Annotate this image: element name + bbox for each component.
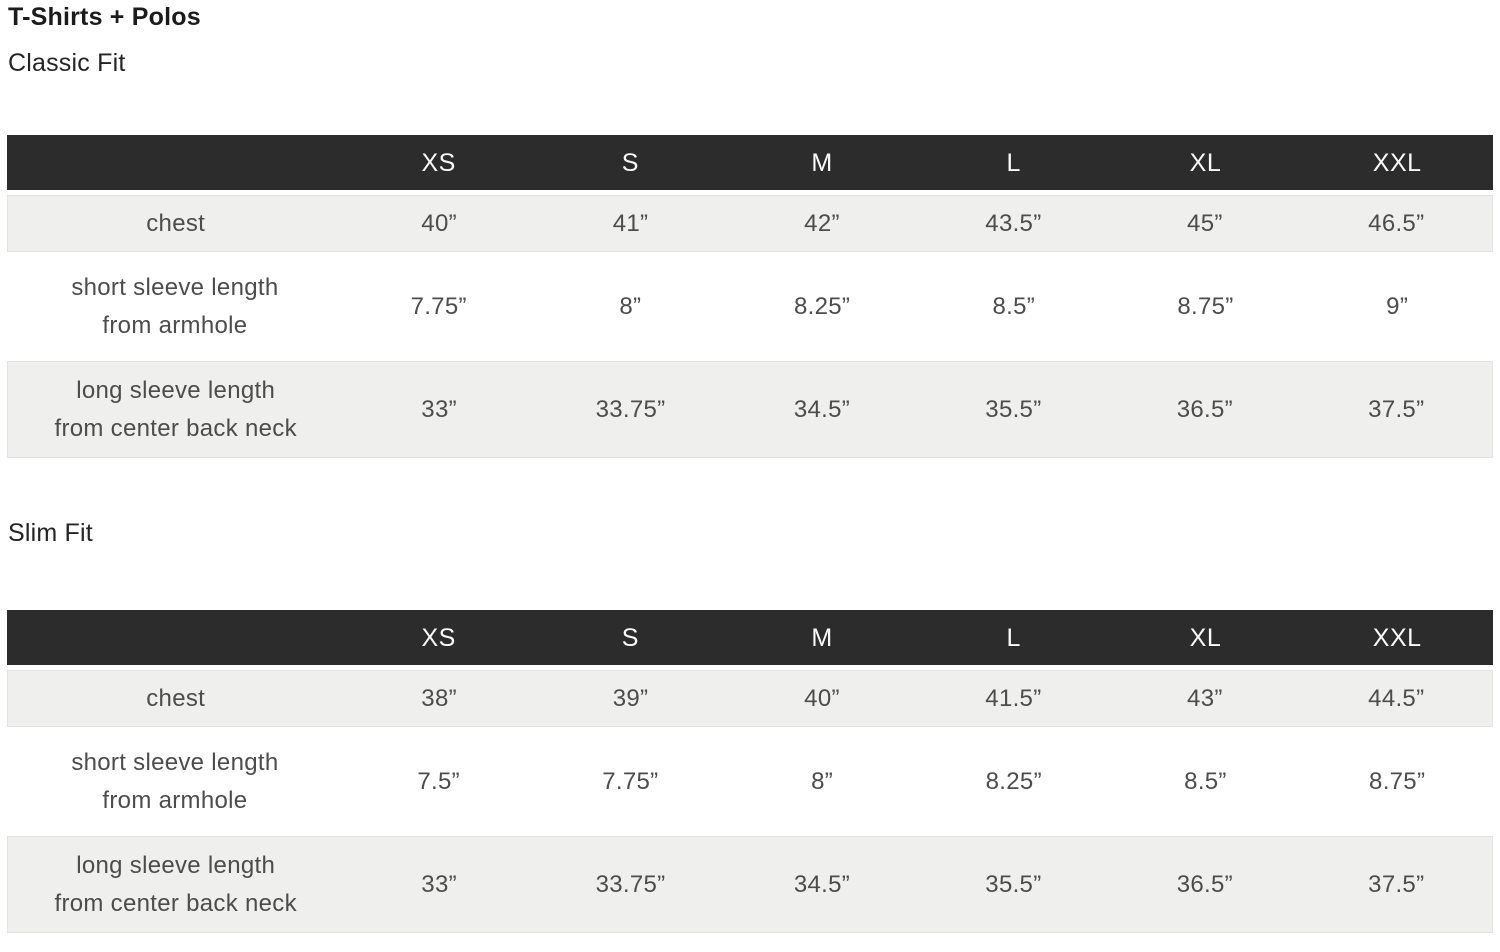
cell-value: 41.5” [985, 684, 1042, 712]
row-label: long sleeve length from center back neck [54, 376, 297, 442]
slim-row-chest: chest 38” 39” 40” 41.5” 43” 44.5” [7, 670, 1493, 727]
row-label: chest [146, 209, 206, 237]
cell-value: 8.25” [793, 292, 851, 320]
cell-value: 8.75” [1177, 292, 1234, 320]
cell-value: 34.5” [793, 870, 851, 898]
slim-header-row: XS S M L XL XXL [7, 610, 1493, 665]
cell-value: 40” [421, 209, 457, 237]
size-column-header-l: L [1006, 148, 1021, 177]
size-column-header-l: L [1006, 623, 1021, 652]
cell-value: 7.75” [410, 292, 467, 320]
size-column-header-xxl: XXL [1372, 623, 1422, 652]
classic-fit-table: XS S M L XL XXL chest 40” 41” 42” 43.5” … [7, 135, 1493, 458]
cell-value: 37.5” [1368, 870, 1425, 898]
cell-value: 33” [421, 870, 457, 898]
cell-value: 37.5” [1368, 395, 1425, 423]
cell-value: 38” [421, 684, 457, 712]
size-column-header-m: M [811, 148, 833, 177]
size-column-header-m: M [811, 623, 833, 652]
cell-value: 43” [1187, 684, 1223, 712]
cell-value: 36.5” [1176, 870, 1233, 898]
classic-row-long-sleeve: long sleeve length from center back neck… [7, 361, 1493, 458]
cell-value: 8.25” [985, 767, 1042, 795]
cell-value: 8” [811, 767, 834, 795]
cell-value: 8.5” [1184, 767, 1227, 795]
size-column-header-xs: XS [421, 148, 456, 177]
cell-value: 46.5” [1368, 209, 1425, 237]
slim-fit-table: XS S M L XL XXL chest 38” 39” 40” 41.5” … [7, 610, 1493, 933]
cell-value: 9” [1386, 292, 1409, 320]
cell-value: 44.5” [1368, 684, 1425, 712]
cell-value: 8.5” [992, 292, 1036, 320]
size-column-header-s: S [621, 148, 639, 177]
slim-row-short-sleeve: short sleeve length from armhole 7.5” 7.… [7, 732, 1493, 831]
cell-value: 40” [804, 684, 840, 712]
cell-value: 33.75” [595, 870, 666, 898]
slim-row-long-sleeve: long sleeve length from center back neck… [7, 836, 1493, 933]
classic-row-short-sleeve: short sleeve length from armhole 7.75” 8… [7, 257, 1493, 356]
cell-value: 35.5” [985, 395, 1042, 423]
cell-value: 33.75” [595, 395, 666, 423]
cell-value: 36.5” [1176, 395, 1233, 423]
cell-value: 45” [1187, 209, 1223, 237]
classic-fit-heading: Classic Fit [8, 49, 126, 77]
cell-value: 7.5” [417, 767, 460, 795]
row-label: long sleeve length from center back neck [54, 851, 297, 917]
cell-value: 43.5” [985, 209, 1042, 237]
size-column-header-s: S [621, 623, 639, 652]
size-column-header-xxl: XXL [1372, 148, 1422, 177]
cell-value: 34.5” [793, 395, 851, 423]
cell-value: 33” [421, 395, 457, 423]
cell-value: 39” [612, 684, 649, 712]
classic-header-row: XS S M L XL XXL [7, 135, 1493, 190]
classic-row-chest: chest 40” 41” 42” 43.5” 45” 46.5” [7, 195, 1493, 252]
cell-value: 42” [804, 209, 840, 237]
cell-value: 41” [612, 209, 649, 237]
size-column-header-xl: XL [1189, 148, 1222, 177]
cell-value: 7.75” [602, 767, 659, 795]
size-column-header-xs: XS [421, 623, 456, 652]
slim-fit-heading: Slim Fit [8, 519, 93, 547]
cell-value: 35.5” [985, 870, 1042, 898]
page-title: T-Shirts + Polos [8, 3, 201, 31]
cell-value: 8.75” [1369, 767, 1426, 795]
row-label: short sleeve length from armhole [71, 273, 279, 339]
cell-value: 8” [619, 292, 642, 320]
size-column-header-xl: XL [1189, 623, 1222, 652]
row-label: chest [146, 684, 206, 712]
row-label: short sleeve length from armhole [71, 748, 279, 814]
